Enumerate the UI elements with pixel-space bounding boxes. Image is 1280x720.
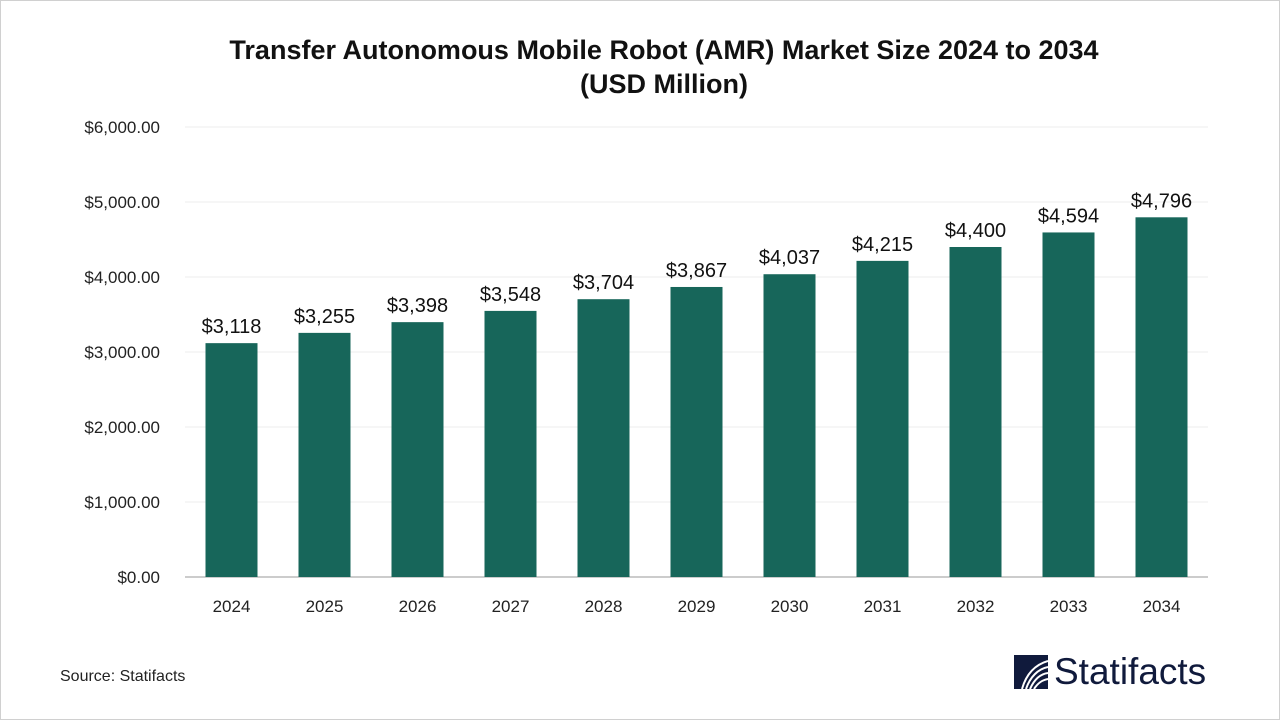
data-label: $3,398 bbox=[387, 295, 448, 317]
chart-title: Transfer Autonomous Mobile Robot (AMR) M… bbox=[0, 33, 1280, 101]
x-tick-label: 2031 bbox=[864, 597, 902, 616]
data-label: $4,796 bbox=[1131, 190, 1192, 212]
source-note: Source: Statifacts bbox=[60, 668, 186, 685]
y-tick-label: $2,000.00 bbox=[84, 418, 160, 437]
data-label: $3,118 bbox=[202, 316, 262, 338]
x-tick-label: 2032 bbox=[957, 597, 995, 616]
data-label: $3,867 bbox=[666, 260, 727, 282]
x-tick-label: 2024 bbox=[213, 597, 251, 616]
bar bbox=[763, 274, 816, 577]
data-label: $4,594 bbox=[1038, 205, 1099, 227]
data-label: $4,400 bbox=[945, 220, 1006, 242]
x-tick-label: 2034 bbox=[1143, 597, 1181, 616]
bar bbox=[949, 247, 1002, 577]
logo-text: Statifacts bbox=[1054, 651, 1207, 692]
data-label: $3,255 bbox=[294, 306, 355, 328]
x-tick-label: 2030 bbox=[771, 597, 809, 616]
bar bbox=[577, 299, 630, 577]
x-tick-label: 2028 bbox=[585, 597, 623, 616]
x-tick-label: 2033 bbox=[1050, 597, 1088, 616]
y-tick-label: $5,000.00 bbox=[84, 193, 160, 212]
bar bbox=[298, 332, 351, 577]
x-tick-label: 2029 bbox=[678, 597, 716, 616]
title-line: Transfer Autonomous Mobile Robot (AMR) M… bbox=[229, 35, 1099, 65]
data-label: $4,215 bbox=[852, 234, 913, 256]
bar bbox=[670, 286, 723, 577]
x-tick-label: 2026 bbox=[399, 597, 437, 616]
y-tick-label: $0.00 bbox=[117, 568, 160, 587]
statifacts-logo: Statifacts bbox=[1014, 652, 1206, 692]
data-label: $4,037 bbox=[759, 247, 820, 269]
y-tick-label: $6,000.00 bbox=[84, 118, 160, 137]
data-label: $3,548 bbox=[480, 284, 541, 306]
y-tick-label: $1,000.00 bbox=[84, 493, 160, 512]
bar bbox=[391, 322, 444, 577]
bar bbox=[205, 343, 258, 577]
bar bbox=[484, 310, 537, 577]
y-tick-label: $4,000.00 bbox=[84, 268, 160, 287]
data-label: $3,704 bbox=[573, 272, 634, 294]
subtitle-line: (USD Million) bbox=[580, 69, 748, 99]
y-tick-label: $3,000.00 bbox=[84, 343, 160, 362]
bar bbox=[1042, 232, 1095, 577]
logo-icon bbox=[1014, 655, 1048, 689]
bar bbox=[1135, 217, 1188, 578]
x-tick-label: 2025 bbox=[306, 597, 344, 616]
x-tick-label: 2027 bbox=[492, 597, 530, 616]
bar bbox=[856, 260, 909, 577]
